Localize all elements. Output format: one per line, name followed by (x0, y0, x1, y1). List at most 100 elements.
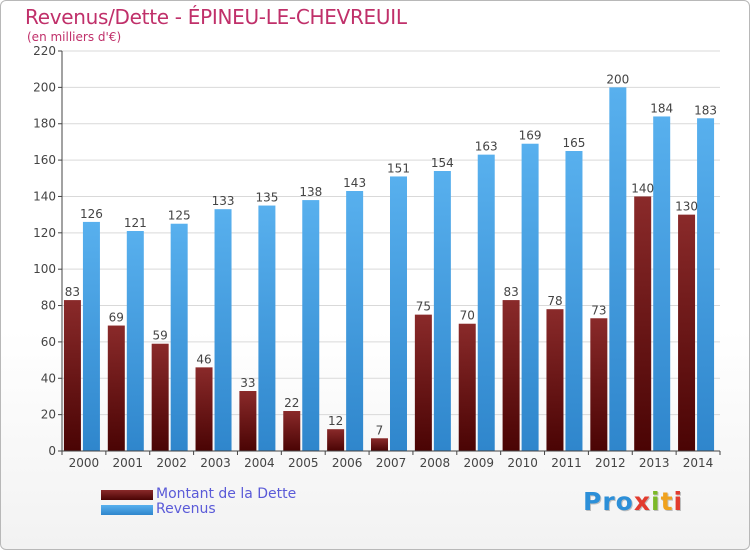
y-tick-label: 220 (33, 44, 56, 58)
bar-revenus (521, 143, 539, 451)
x-tick-label: 2002 (156, 456, 187, 470)
bar-dette (239, 391, 257, 451)
data-label: 22 (284, 396, 299, 410)
bar-dette (195, 367, 213, 451)
data-label: 183 (694, 103, 717, 117)
legend-swatch-revenus (101, 505, 153, 515)
bar-dette (502, 300, 520, 451)
data-label: 184 (650, 101, 673, 115)
data-label: 138 (299, 185, 322, 199)
bar-dette (590, 318, 608, 451)
bar-dette (283, 411, 301, 451)
x-tick-label: 2000 (69, 456, 100, 470)
data-label: 126 (80, 207, 103, 221)
bar-revenus (258, 205, 276, 451)
logo-letter: o (615, 487, 634, 516)
data-label: 78 (547, 294, 562, 308)
bar-dette (151, 343, 169, 451)
y-tick-label: 20 (41, 408, 56, 422)
bar-dette (634, 196, 652, 451)
y-tick-label: 160 (33, 153, 56, 167)
x-tick-label: 2011 (551, 456, 582, 470)
data-label: 75 (416, 300, 431, 314)
legend-swatch-dette (101, 490, 153, 500)
bar-revenus (390, 176, 407, 452)
logo-letter: r (602, 487, 616, 516)
bar-dette (63, 300, 81, 451)
data-label: 165 (563, 136, 586, 150)
data-label: 125 (168, 209, 191, 223)
data-label: 12 (328, 414, 343, 428)
data-label: 69 (109, 311, 124, 325)
bar-revenus (697, 118, 715, 451)
axes: 0 20 40 60 80 100 120 140 160 180 200 220 2000 2001 20… (33, 44, 721, 470)
x-tick-label: 2010 (507, 456, 538, 470)
data-labels: 83 126 69 121 59 125 46 133 33 135 22 138 12 143 7 151 7… (65, 72, 717, 437)
y-tick-label: 60 (41, 335, 56, 349)
x-tick-label: 2005 (288, 456, 319, 470)
data-label: 143 (343, 176, 366, 190)
x-tick-label: 2006 (332, 456, 363, 470)
bar-revenus (126, 231, 144, 451)
data-label: 83 (65, 285, 80, 299)
data-label: 135 (255, 191, 278, 205)
bar-revenus (477, 154, 495, 452)
legend-item-dette: Montant de la Dette (101, 486, 501, 503)
y-tick-label: 80 (41, 299, 56, 313)
bar-revenus (565, 151, 583, 451)
legend-label-dette: Montant de la Dette (156, 486, 297, 502)
data-label: 59 (153, 329, 168, 343)
y-tick-label: 120 (33, 226, 56, 240)
x-tick-label: 2008 (420, 456, 451, 470)
data-label: 200 (606, 72, 629, 86)
x-tick-label: 2012 (595, 456, 626, 470)
y-tick-label: 100 (33, 262, 56, 276)
logo-letter: P (583, 487, 603, 516)
bar-dette (414, 314, 432, 451)
x-tick-label: 2009 (463, 456, 494, 470)
bar-revenus (609, 87, 627, 451)
data-label: 46 (196, 352, 211, 366)
bar-revenus (170, 223, 188, 451)
logo-letter: i (673, 487, 684, 516)
bar-dette (371, 438, 388, 451)
data-label: 133 (212, 194, 235, 208)
data-label: 83 (503, 285, 518, 299)
bar-dette (678, 214, 696, 451)
y-tick-label: 180 (33, 117, 56, 131)
legend-item-revenus: Revenus (101, 501, 501, 518)
x-tick-label: 2013 (639, 456, 670, 470)
bar-dette (546, 309, 564, 451)
data-label: 130 (675, 200, 698, 214)
bar-revenus (214, 209, 232, 451)
bar-revenus (346, 191, 364, 451)
bar-dette (107, 325, 125, 451)
proxiti-logo: Proxiti (583, 487, 683, 516)
bar-revenus (302, 200, 320, 451)
chart-subtitle: (en milliers d'€) (27, 30, 122, 44)
y-tick-label: 200 (33, 80, 56, 94)
data-label: 140 (631, 181, 654, 195)
bar-revenus (433, 171, 451, 451)
data-label: 33 (240, 376, 255, 390)
y-tick-label: 140 (33, 189, 56, 203)
x-tick-label: 2001 (113, 456, 144, 470)
data-label: 70 (460, 309, 475, 323)
logo-letter: t (660, 487, 674, 516)
x-tick-label: 2003 (200, 456, 231, 470)
bars (63, 87, 715, 452)
data-label: 73 (591, 303, 606, 317)
bar-dette (327, 429, 345, 451)
x-tick-label: 2004 (244, 456, 275, 470)
data-label: 121 (124, 216, 147, 230)
bar-revenus (82, 221, 100, 451)
y-tick-label: 40 (41, 371, 56, 385)
data-label: 7 (376, 423, 384, 437)
chart-title: Revenus/Dette - ÉPINEU-LE-CHEVREUIL (25, 5, 407, 29)
logo-letter: x (633, 487, 651, 516)
data-label: 151 (387, 161, 410, 175)
data-label: 169 (519, 129, 542, 143)
x-tick-label: 2014 (683, 456, 714, 470)
